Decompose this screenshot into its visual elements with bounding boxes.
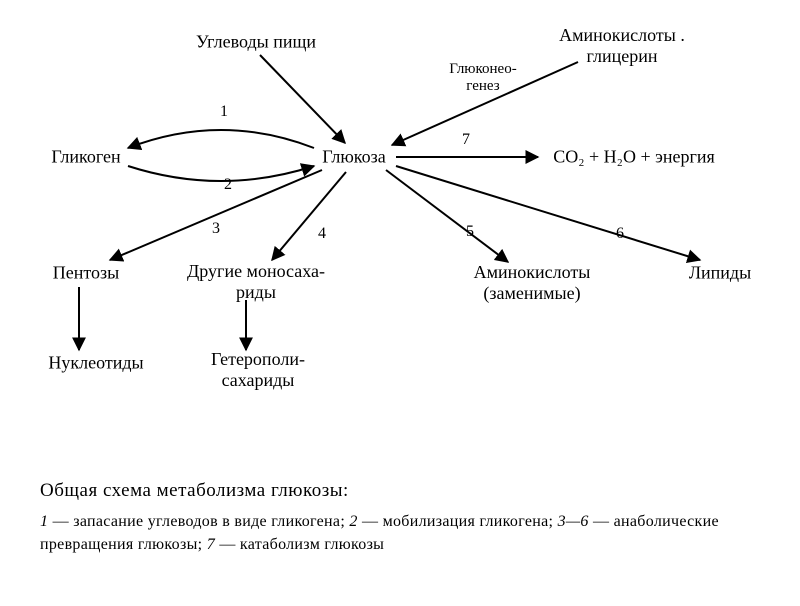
node-glycogen: Гликоген: [51, 147, 120, 168]
edge-label-glucose_to_glycogen: 1: [220, 103, 228, 121]
node-carbs: Углеводы пищи: [196, 32, 316, 53]
caption-segment: — мобилизация гликогена;: [358, 513, 558, 530]
edge-label-glucose_to_pentoses: 3: [212, 220, 220, 238]
caption-segment: 7: [207, 536, 215, 553]
node-nucleotides: Нуклеотиды: [48, 353, 143, 374]
edge-carbs_to_glucose: [260, 55, 345, 143]
edge-label-glucose_to_energy: 7: [462, 131, 470, 149]
node-amino_disp: Аминокислоты(заменимые): [474, 262, 591, 304]
edge-label-glucose_to_amino: 5: [466, 223, 474, 241]
node-amino_gly: Аминокислоты .глицерин: [559, 25, 685, 67]
caption-segment: — катаболизм глюкозы: [215, 536, 384, 553]
edge-label-glucose_to_othermono: 4: [318, 225, 326, 243]
caption-body: 1 — запасание углеводов в виде гликогена…: [40, 510, 760, 556]
node-glucose: Глюкоза: [322, 147, 385, 168]
edge-label-glucose_to_lipids: 6: [616, 225, 624, 243]
edge-label-glycogen_to_glucose: 2: [224, 176, 232, 194]
edge-glucose_to_lipids: [396, 166, 700, 260]
edge-glucose_to_pentoses: [110, 170, 322, 260]
node-heteropoly: Гетерополи-сахариды: [211, 349, 305, 391]
node-energy: CO₂ + H₂O + энергия: [553, 147, 715, 168]
node-other_mono: Другие моносаха-риды: [187, 261, 325, 303]
node-pentoses: Пентозы: [53, 263, 119, 284]
edge-glucose_to_amino: [386, 170, 508, 262]
caption-segment: 2: [349, 513, 357, 530]
edge-glucose_to_glycogen: [128, 130, 314, 148]
caption-segment: — запасание углеводов в виде гликогена;: [48, 513, 349, 530]
caption-segment: 3—6: [558, 513, 589, 530]
edge-glucose_to_othermono: [272, 172, 346, 260]
node-gluconeo: Глюконео-генез: [449, 61, 516, 95]
caption-title: Общая схема метаболизма глюкозы:: [40, 480, 760, 502]
node-lipids: Липиды: [689, 263, 751, 284]
edge-glycogen_to_glucose: [128, 166, 314, 181]
